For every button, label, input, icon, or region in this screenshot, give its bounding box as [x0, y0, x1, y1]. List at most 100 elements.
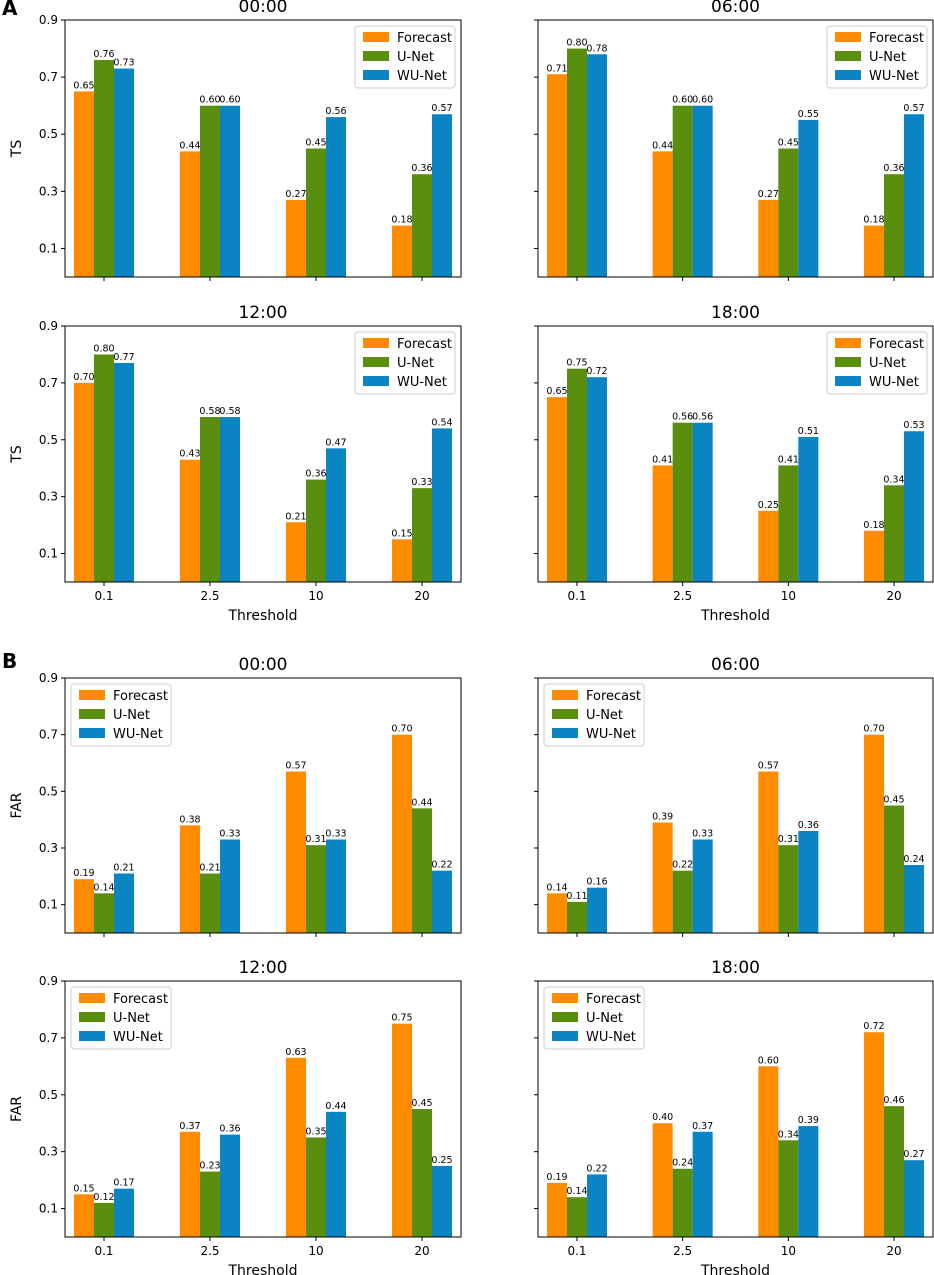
bar-u-net	[94, 1202, 114, 1237]
bar-value-label: 0.27	[903, 1149, 924, 1160]
bar-value-label: 0.44	[325, 1101, 346, 1112]
bar-value-label: 0.54	[431, 417, 452, 428]
x-tick-label: 2.5	[200, 589, 219, 603]
bar-forecast	[180, 151, 200, 277]
legend-swatch-wu-net	[835, 376, 861, 386]
bar-wu-net	[587, 887, 607, 933]
bar-forecast	[180, 1131, 200, 1237]
legend-label: Forecast	[586, 689, 641, 704]
bar-u-net	[94, 893, 114, 933]
x-tick-label: 2.5	[673, 589, 692, 603]
legend-label: U-Net	[113, 708, 150, 723]
bar-forecast	[758, 1066, 779, 1237]
bar-forecast	[74, 91, 94, 277]
bar-forecast	[392, 539, 412, 582]
legend-swatch-u-net	[363, 357, 389, 367]
bar-value-label: 0.17	[113, 1178, 134, 1189]
y-tick-label: 0.7	[39, 1031, 58, 1045]
bar-forecast	[864, 1032, 884, 1237]
bar-u-net	[200, 105, 220, 278]
bar-value-label: 0.47	[325, 437, 346, 448]
axes-frame	[64, 325, 462, 583]
bar-u-net	[306, 148, 326, 277]
bar-forecast	[547, 397, 567, 582]
bar-forecast	[758, 510, 779, 582]
bar-wu-net	[326, 117, 346, 277]
bar-u-net	[672, 422, 693, 582]
legend-label: Forecast	[397, 31, 452, 46]
x-tick-label: 0.1	[94, 589, 113, 603]
bar-value-label: 0.60	[199, 95, 220, 106]
bar-u-net	[778, 1140, 799, 1237]
panel-label-b: B	[2, 649, 18, 673]
bar-value-label: 0.18	[863, 520, 884, 531]
bar-forecast	[180, 825, 200, 933]
x-tick-label: 20	[886, 589, 901, 603]
bar-value-label: 0.65	[73, 80, 94, 91]
bar-value-label: 0.22	[586, 1163, 607, 1174]
bar-value-label: 0.45	[778, 138, 799, 149]
y-tick-label: 0.9	[39, 974, 58, 988]
legend-label: U-Net	[586, 708, 623, 723]
bar-value-label: 0.31	[778, 834, 799, 845]
bar-value-label: 0.33	[219, 829, 240, 840]
bar-value-label: 0.38	[179, 814, 200, 825]
legend-label: U-Net	[113, 1011, 150, 1026]
bar-value-label: 0.36	[219, 1124, 240, 1135]
y-tick-label: 0.5	[39, 433, 58, 447]
bar-value-label: 0.18	[391, 215, 412, 226]
bar-value-label: 0.18	[863, 215, 884, 226]
bar-value-label: 0.44	[652, 140, 673, 151]
legend-label: WU-Net	[397, 69, 447, 84]
bar-wu-net	[220, 839, 240, 933]
y-tick-label: 0.3	[39, 1145, 58, 1159]
bar-value-label: 0.27	[758, 189, 779, 200]
chart-b-bottom-right: 18:00 0.1 0.19 0.14 0.22 2.5 0.40 0.24 0.37 10 0.6…	[534, 958, 934, 1275]
legend-label: WU-Net	[113, 1030, 163, 1045]
bar-value-label: 0.45	[411, 1098, 432, 1109]
bar-wu-net	[798, 119, 819, 277]
x-axis-label: Threshold	[228, 1263, 298, 1275]
bar-value-label: 0.55	[798, 109, 819, 120]
legend: Forecast U-Net WU-Net	[70, 986, 172, 1050]
bar-forecast	[74, 382, 94, 582]
bar-u-net	[778, 148, 799, 277]
bar-value-label: 0.31	[305, 834, 326, 845]
bar-value-label: 0.33	[325, 829, 346, 840]
bar-value-label: 0.71	[546, 63, 567, 74]
bar-wu-net	[326, 448, 346, 582]
chart-b-top-right: 06:00 0.140.11 0.16 0.39 0.22 0.33 0.57 0.31 0.3…	[534, 655, 934, 937]
legend-swatch-forecast	[835, 32, 861, 42]
bar-wu-net	[326, 839, 346, 933]
bar-value-label: 0.41	[778, 454, 799, 465]
bar-value-label: 0.44	[179, 140, 200, 151]
bar-value-label: 0.76	[93, 49, 114, 60]
bar-wu-net	[432, 1165, 452, 1237]
y-tick-label: 0.9	[39, 671, 58, 685]
bar-value-label: 0.23	[199, 1161, 220, 1172]
bar-wu-net	[904, 114, 924, 277]
x-tick-label: 10	[781, 1244, 796, 1258]
y-tick-label: 0.3	[39, 490, 58, 504]
bar-value-label: 0.43	[179, 449, 200, 460]
bar-value-label: 0.72	[586, 366, 607, 377]
y-tick-label: 0.9	[39, 319, 58, 333]
legend-label: U-Net	[397, 356, 434, 371]
bar-value-label: 0.15	[391, 528, 412, 539]
bar-u-net	[884, 1106, 904, 1237]
bar-value-label: 0.57	[285, 761, 306, 772]
legend: Forecast U-Net WU-Net	[354, 25, 456, 89]
bar-wu-net	[587, 1174, 607, 1237]
bar-value-label: 0.21	[113, 863, 134, 874]
legend: Forecast U-Net WU-Net	[543, 986, 645, 1050]
bar-value-label: 0.36	[883, 163, 904, 174]
bar-u-net	[884, 485, 904, 582]
x-tick-label: 0.1	[94, 1244, 113, 1258]
bar-value-label: 0.19	[73, 868, 94, 879]
y-tick-label: 0.5	[39, 1088, 58, 1102]
bar-value-label: 0.75	[566, 358, 587, 369]
bar-value-label: 0.58	[199, 406, 220, 417]
legend-swatch-u-net	[835, 51, 861, 61]
bar-wu-net	[114, 68, 134, 278]
bar-value-label: 0.46	[883, 1095, 904, 1106]
